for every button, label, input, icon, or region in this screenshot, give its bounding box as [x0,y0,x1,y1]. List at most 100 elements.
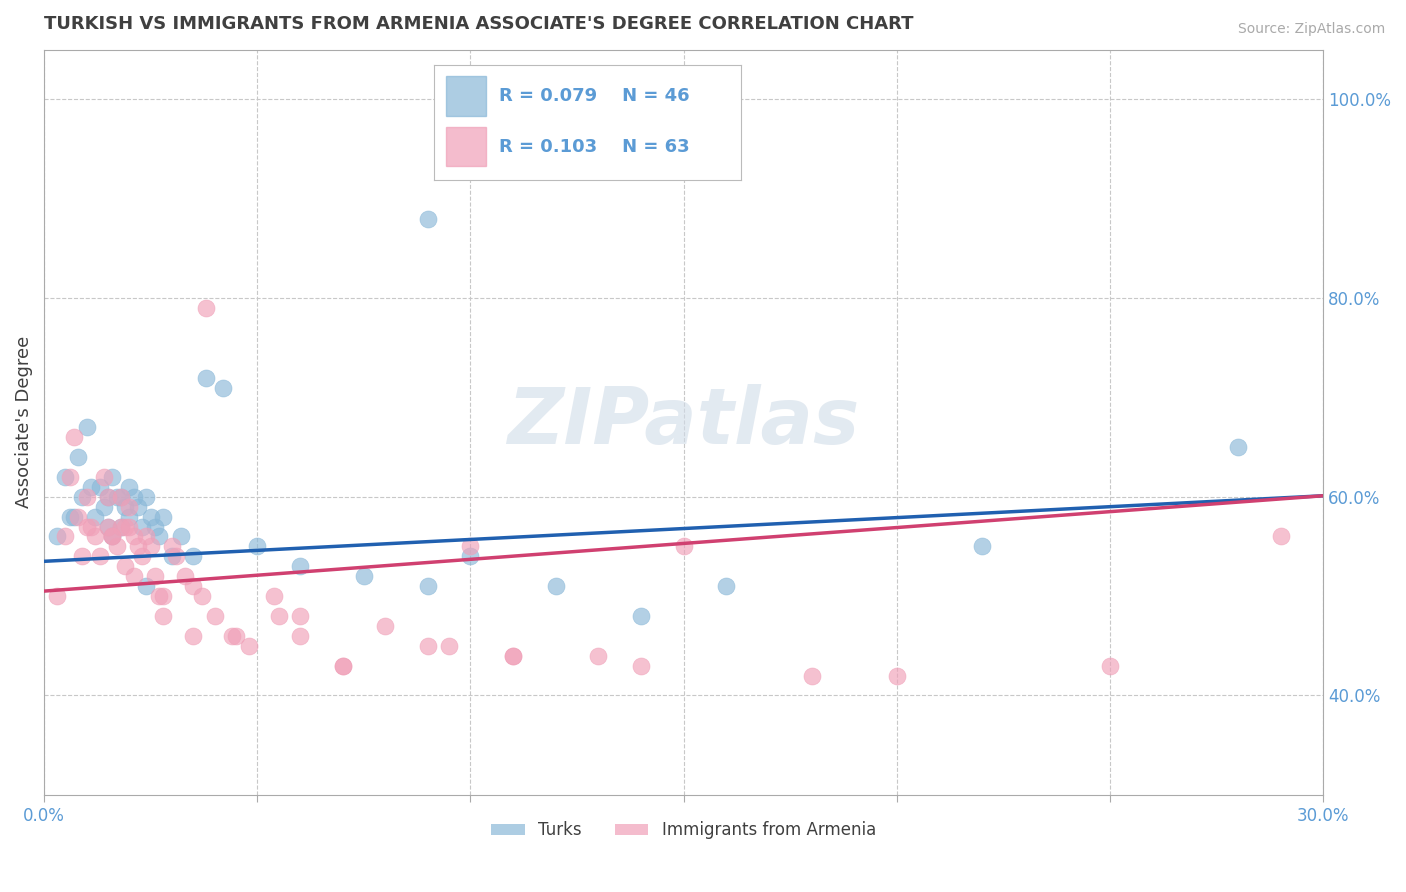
Point [204,609,226,624]
Point [101,529,124,543]
Point [169,529,191,543]
Point [160,540,183,554]
Point [93,470,115,484]
Point [143,569,166,583]
Point [55,529,77,543]
Point [139,509,162,524]
Point [1270,529,1292,543]
Point [97,519,120,533]
Point [114,519,136,533]
Point [544,579,567,593]
Point [143,519,166,533]
Point [970,540,993,554]
Point [183,549,205,564]
Point [460,549,482,564]
Point [76,490,98,504]
Point [148,589,170,603]
Point [59,470,82,484]
Point [84,529,107,543]
Point [416,639,439,653]
Point [332,658,354,673]
Point [93,500,115,514]
Point [288,609,311,624]
Point [114,559,136,574]
Point [195,301,218,315]
Point [122,569,145,583]
Point [110,490,132,504]
Point [886,668,908,682]
Point [63,430,86,444]
Point [165,549,187,564]
Point [131,519,153,533]
Point [135,490,157,504]
Text: Source: ZipAtlas.com: Source: ZipAtlas.com [1237,22,1385,37]
Point [267,609,290,624]
Point [55,470,77,484]
Legend: Turks, Immigrants from Armenia: Turks, Immigrants from Armenia [485,814,883,846]
Point [76,519,98,533]
Point [80,519,103,533]
Point [263,589,285,603]
Point [374,619,396,633]
Point [716,579,738,593]
Point [160,549,183,564]
Point [332,658,354,673]
Point [122,490,145,504]
Point [97,519,120,533]
Point [195,370,218,384]
Point [110,519,132,533]
Point [118,500,141,514]
Point [588,648,610,663]
Point [191,589,214,603]
Point [460,540,482,554]
Point [101,470,124,484]
Point [67,509,90,524]
Point [221,629,243,643]
Point [127,500,149,514]
Point [72,490,94,504]
Point [84,509,107,524]
Point [152,589,174,603]
Point [45,529,67,543]
Point [238,639,260,653]
Point [118,480,141,494]
Point [152,509,174,524]
Point [67,450,90,464]
Point [105,490,128,504]
Point [148,529,170,543]
Point [173,569,195,583]
Point [139,540,162,554]
Point [59,509,82,524]
Point [135,579,157,593]
Point [288,629,311,643]
Point [110,490,132,504]
Point [114,500,136,514]
Point [122,529,145,543]
Point [89,549,111,564]
Point [502,648,524,663]
Point [246,540,269,554]
Point [89,480,111,494]
Point [225,629,247,643]
Point [105,540,128,554]
Point [72,549,94,564]
Point [416,579,439,593]
Point [502,648,524,663]
Point [118,519,141,533]
Point [416,211,439,226]
Point [97,490,120,504]
Point [630,609,652,624]
Point [45,589,67,603]
Point [131,549,153,564]
Point [212,380,235,394]
Point [80,480,103,494]
Point [127,540,149,554]
Point [101,529,124,543]
Point [63,509,86,524]
Point [630,658,652,673]
Y-axis label: Associate's Degree: Associate's Degree [15,336,32,508]
Point [152,609,174,624]
Point [183,629,205,643]
Point [437,639,460,653]
Text: TURKISH VS IMMIGRANTS FROM ARMENIA ASSOCIATE'S DEGREE CORRELATION CHART: TURKISH VS IMMIGRANTS FROM ARMENIA ASSOC… [44,15,914,33]
